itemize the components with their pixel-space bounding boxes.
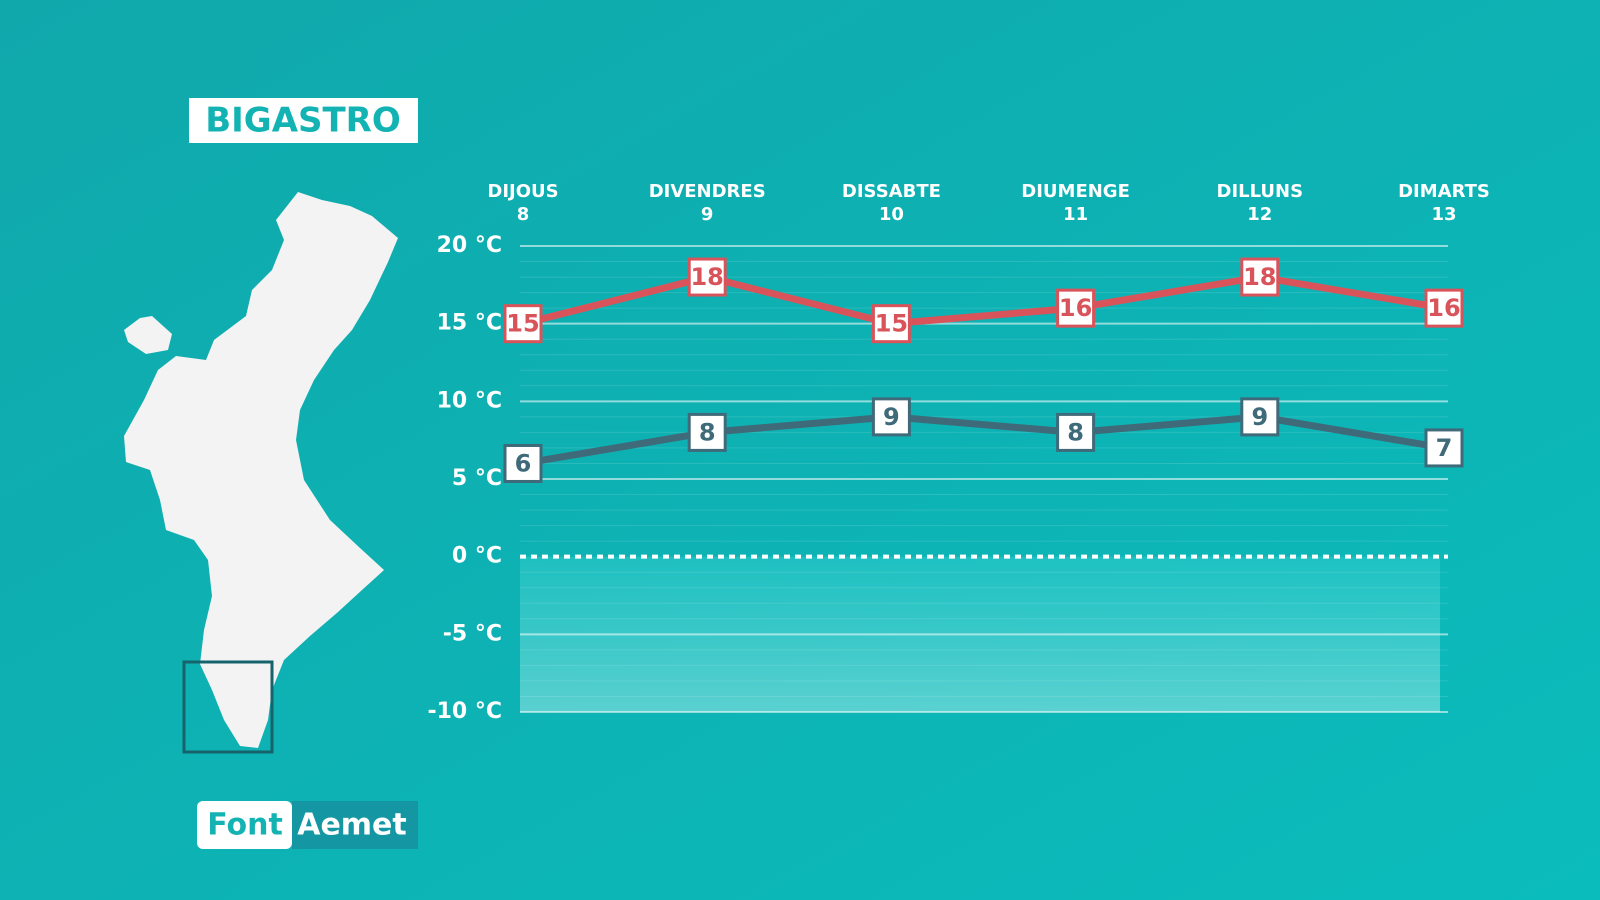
source-label-box [197, 801, 292, 849]
x-tick-label-day: DIMARTS [1398, 181, 1490, 202]
data-label: 9 [1251, 403, 1268, 431]
point-marker [503, 443, 543, 483]
data-label: 9 [883, 403, 900, 431]
y-tick-label: -5 °C [443, 621, 502, 646]
data-label: 8 [1067, 418, 1084, 446]
y-tick-label: 0 °C [452, 544, 502, 569]
source-value: Aemet [297, 808, 407, 843]
x-tick-label-day: DIJOUS [487, 181, 558, 202]
title-box [189, 98, 418, 143]
point-marker [871, 397, 911, 437]
series-line [522, 413, 1445, 467]
y-tick-label: 20 °C [437, 233, 502, 258]
point-marker [1424, 288, 1464, 328]
x-tick-label-date: 11 [1063, 204, 1088, 225]
x-tick-label-day: DIUMENGE [1021, 181, 1130, 202]
source-value-box [292, 801, 418, 849]
data-label: 16 [1059, 294, 1092, 322]
point-marker [687, 412, 727, 452]
source-label: Font [207, 808, 283, 843]
data-label: 7 [1436, 434, 1453, 462]
x-tick-label-date: 9 [701, 204, 714, 225]
point-marker [1424, 428, 1464, 468]
x-tick-label-date: 8 [517, 204, 530, 225]
point-marker [1240, 257, 1280, 297]
data-label: 15 [875, 310, 908, 338]
x-tick-label-date: 13 [1431, 204, 1456, 225]
point-marker [1056, 412, 1096, 452]
x-tick-label-date: 12 [1247, 204, 1272, 225]
region-map [124, 192, 398, 748]
x-tick-label-date: 10 [879, 204, 904, 225]
series-line [522, 273, 1445, 328]
data-label: 16 [1427, 294, 1460, 322]
point-marker [871, 304, 911, 344]
point-marker [1240, 397, 1280, 437]
point-marker [1056, 288, 1096, 328]
data-label: 18 [1243, 263, 1276, 291]
y-tick-label: -10 °C [427, 699, 502, 724]
point-marker [503, 304, 543, 344]
location-box [182, 660, 274, 754]
x-tick-label-day: DIVENDRES [649, 181, 766, 202]
data-label: 18 [690, 263, 723, 291]
data-label: 6 [515, 449, 532, 477]
point-marker [687, 257, 727, 297]
data-label: 8 [699, 418, 716, 446]
data-label: 15 [506, 310, 539, 338]
x-tick-label-day: DILLUNS [1217, 181, 1304, 202]
y-tick-label: 5 °C [452, 466, 502, 491]
y-tick-label: 15 °C [437, 311, 502, 336]
title: BIGASTRO [205, 101, 401, 141]
x-tick-label-day: DISSABTE [842, 181, 941, 202]
y-tick-label: 10 °C [437, 388, 502, 413]
